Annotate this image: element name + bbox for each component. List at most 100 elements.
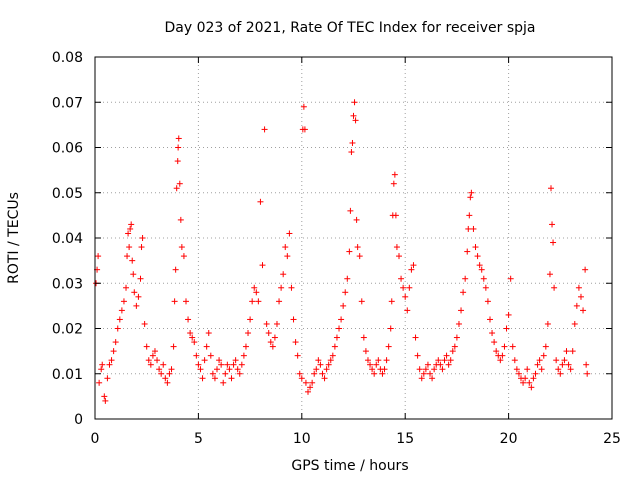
data-point: [180, 253, 187, 260]
data-point: [398, 275, 405, 282]
data-point: [503, 325, 510, 332]
data-point: [170, 343, 177, 350]
y-tick-label: 0.08: [52, 50, 83, 66]
data-point: [429, 375, 436, 382]
data-point: [557, 370, 564, 377]
data-point: [482, 284, 489, 291]
data-point: [110, 348, 117, 355]
data-point: [315, 357, 322, 364]
data-point: [418, 375, 425, 382]
data-point: [209, 370, 216, 377]
data-point: [451, 343, 458, 350]
data-point: [550, 239, 557, 246]
data-point: [455, 320, 462, 327]
data-point: [286, 230, 293, 237]
data-point: [101, 393, 108, 400]
y-tick-label: 0.02: [52, 322, 83, 338]
y-tick-label: 0.01: [52, 367, 83, 383]
data-point: [149, 352, 156, 359]
data-point: [580, 307, 587, 314]
data-point: [224, 361, 231, 368]
x-tick-label: 5: [194, 431, 203, 447]
data-point: [489, 330, 496, 337]
data-point: [439, 366, 446, 373]
data-point: [323, 366, 330, 373]
data-point: [175, 144, 182, 151]
data-point: [131, 289, 138, 296]
data-point: [480, 275, 487, 282]
data-point: [197, 366, 204, 373]
data-point: [342, 289, 349, 296]
data-point: [524, 366, 531, 373]
data-point: [171, 298, 178, 305]
data-point: [138, 244, 145, 251]
data-point: [135, 293, 142, 300]
x-tick-labels: 0 5 10 15 20 25: [91, 431, 621, 447]
data-point: [249, 298, 256, 305]
x-tick-label: 15: [396, 431, 414, 447]
data-point: [96, 379, 103, 386]
data-point: [462, 275, 469, 282]
data-point: [175, 135, 182, 142]
data-point: [139, 235, 146, 241]
data-point: [549, 221, 556, 228]
data-point: [118, 307, 125, 314]
data-point: [280, 271, 287, 278]
data-point: [369, 366, 376, 373]
data-point: [143, 343, 150, 350]
data-point: [319, 370, 326, 377]
data-point: [151, 348, 158, 355]
data-point: [162, 375, 169, 382]
data-point: [141, 320, 148, 327]
data-point: [466, 212, 473, 219]
data-point: [124, 253, 131, 260]
data-point: [261, 126, 268, 133]
data-point: [282, 244, 289, 251]
data-point: [128, 221, 135, 228]
data-point: [309, 379, 316, 386]
data-point: [387, 325, 394, 332]
x-tick-label: 0: [91, 431, 100, 447]
data-point: [364, 357, 371, 364]
data-point: [491, 339, 498, 346]
data-point: [381, 366, 388, 373]
data-point: [515, 370, 522, 377]
data-point: [236, 370, 243, 377]
data-point: [546, 271, 553, 278]
data-point: [567, 366, 574, 373]
data-point: [501, 343, 508, 350]
data-point: [553, 357, 560, 364]
data-point: [424, 361, 431, 368]
data-point: [112, 339, 119, 346]
data-point: [292, 339, 299, 346]
data-point: [505, 311, 512, 318]
data-point: [269, 343, 276, 350]
data-point: [336, 325, 343, 332]
data-point: [104, 375, 111, 382]
data-point: [484, 298, 491, 305]
data-point: [467, 194, 474, 201]
data-point: [453, 334, 460, 341]
data-point: [412, 334, 419, 341]
data-point: [351, 99, 358, 106]
data-point: [565, 361, 572, 368]
data-point: [476, 262, 483, 269]
data-point: [555, 366, 562, 373]
data-point: [189, 334, 196, 341]
data-point: [350, 112, 357, 119]
data-point: [584, 370, 591, 377]
data-point: [379, 370, 386, 377]
data-point: [437, 361, 444, 368]
data-point: [530, 375, 537, 382]
data-point: [203, 343, 210, 350]
data-point: [267, 339, 274, 346]
data-point: [296, 370, 303, 377]
data-point: [573, 302, 580, 309]
data-point: [98, 366, 105, 373]
data-point: [542, 343, 549, 350]
data-point: [511, 357, 518, 364]
data-point: [145, 357, 152, 364]
data-point: [102, 397, 109, 404]
data-point: [271, 334, 278, 341]
data-point: [290, 316, 297, 323]
